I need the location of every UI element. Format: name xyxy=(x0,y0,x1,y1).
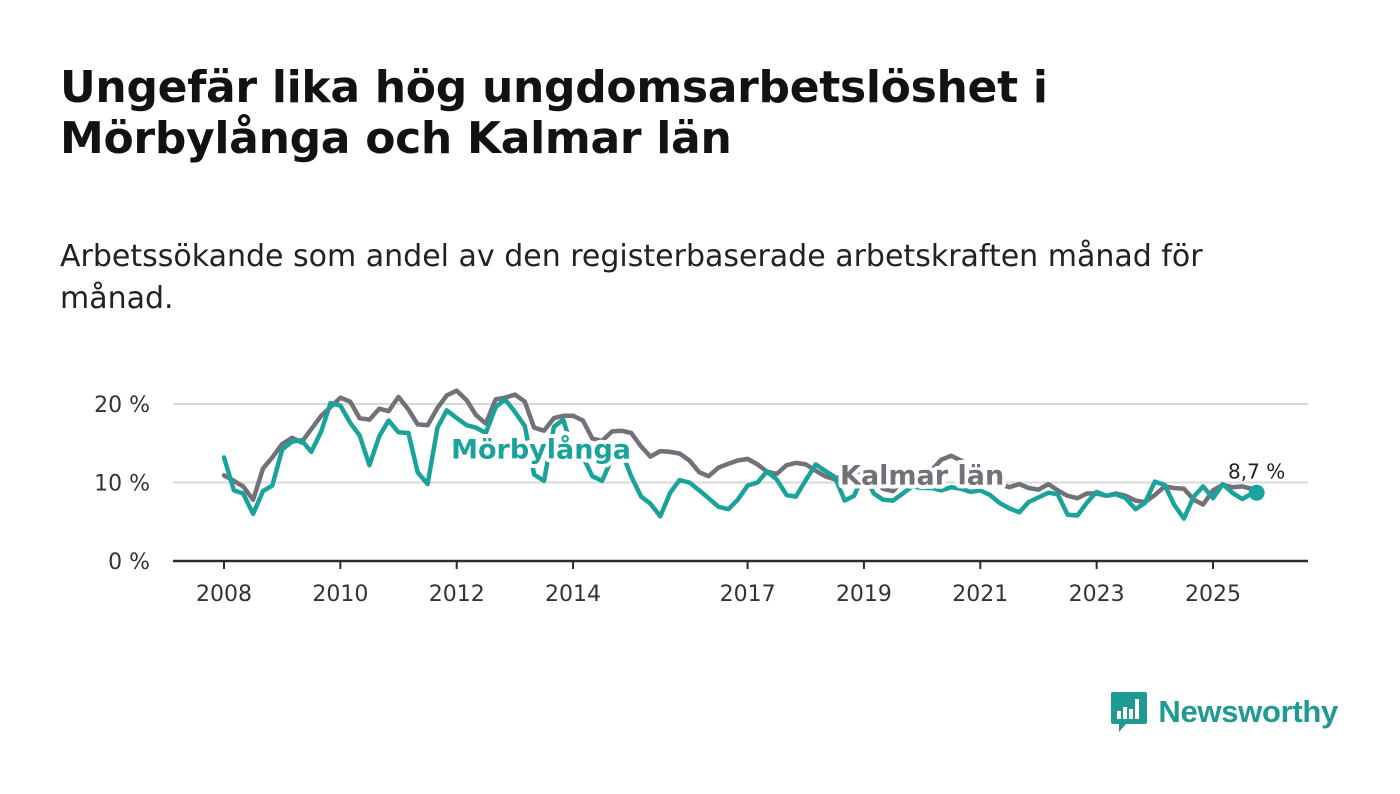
x-tick-label: 2014 xyxy=(545,582,601,607)
x-tick-label: 2021 xyxy=(952,582,1008,607)
x-tick-label: 2017 xyxy=(720,582,776,607)
axes: 0 % 10 % 20 % 2008 2010 2012 2014 2017 2019 2021 2… xyxy=(94,393,1308,607)
y-tick-label: 10 % xyxy=(94,472,150,497)
chart-title: Ungefär lika hög ungdomsarbetslöshet i M… xyxy=(60,62,1048,164)
x-tick-label: 2019 xyxy=(836,582,892,607)
series-line-kalmar-län xyxy=(221,388,1259,507)
series-label: Kalmar län xyxy=(840,461,1004,492)
gridlines xyxy=(173,403,1308,484)
end-value-label: 8,7 % xyxy=(1228,460,1285,484)
series-line-mörbylånga xyxy=(221,397,1259,521)
x-tick-label: 2025 xyxy=(1185,582,1241,607)
x-tick-label: 2012 xyxy=(429,582,485,607)
series-label: Mörbylånga xyxy=(451,434,631,466)
brand-name: Newsworthy xyxy=(1158,694,1338,729)
newsworthy-bar-chart-icon xyxy=(1111,692,1148,732)
series-labels: Mörbylånga Kalmar län 8,7 % xyxy=(447,430,1285,501)
y-tick-label: 20 % xyxy=(94,393,150,418)
x-tick-label: 2008 xyxy=(196,582,252,607)
x-tick-label: 2023 xyxy=(1069,582,1125,607)
newsworthy-logo: Newsworthy xyxy=(1110,690,1338,734)
chart-subtitle: Arbetssökande som andel av den registerb… xyxy=(60,239,1203,316)
y-tick-label: 0 % xyxy=(108,550,150,575)
x-tick-label: 2010 xyxy=(312,582,368,607)
end-point-marker xyxy=(1248,484,1265,501)
series-lines xyxy=(221,388,1259,521)
